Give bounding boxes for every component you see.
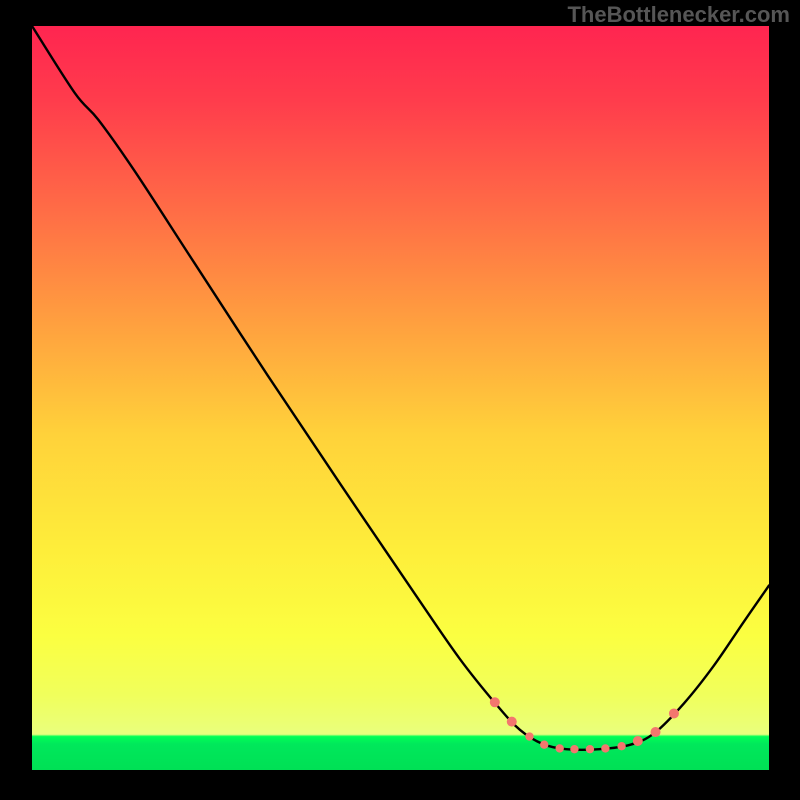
curve-marker [669,708,679,718]
curve-overlay [32,26,769,770]
curve-marker [651,727,661,737]
curve-marker [540,741,548,749]
watermark-text: TheBottlenecker.com [567,2,790,28]
bottleneck-curve [32,26,769,750]
curve-marker [507,717,517,727]
curve-marker [617,742,625,750]
curve-marker [633,736,643,746]
chart-plot-area [32,26,769,770]
marker-group [490,697,679,753]
curve-marker [570,745,578,753]
curve-marker [490,697,500,707]
curve-marker [555,744,563,752]
curve-marker [525,732,533,740]
curve-marker [586,745,594,753]
chart-container: TheBottlenecker.com [0,0,800,800]
curve-marker [601,744,609,752]
